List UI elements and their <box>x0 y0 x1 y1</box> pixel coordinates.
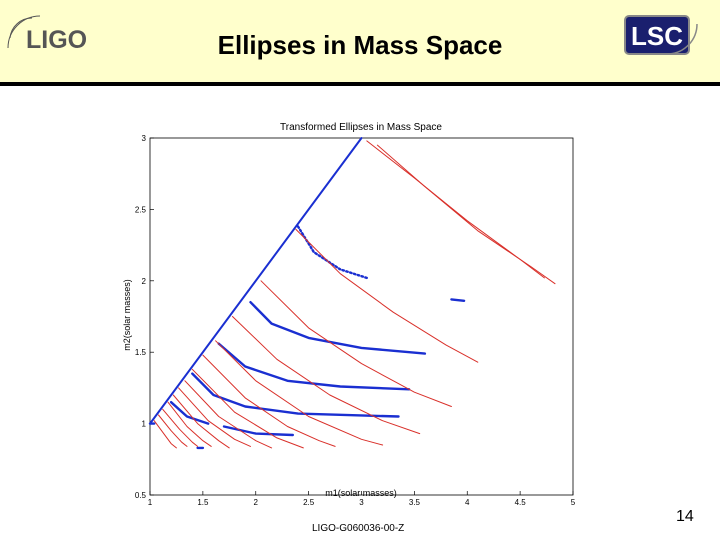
blue-ellipse-curve <box>222 425 295 437</box>
red-ellipse-curve <box>232 316 421 435</box>
blue-ellipse-curve <box>217 342 411 391</box>
red-ellipse-curve <box>376 144 556 285</box>
red-ellipse-curve <box>162 408 199 447</box>
y-axis-label: m2(solar masses) <box>122 279 132 351</box>
chart-svg: Transformed Ellipses in Mass Space m1(so… <box>122 122 576 507</box>
blue-ellipse-curve <box>169 401 210 425</box>
red-ellipse-curve <box>260 280 452 407</box>
header-band <box>0 0 720 82</box>
blue-ellipse-curve <box>450 298 466 303</box>
x-axis-label: m1(solar masses) <box>325 488 397 498</box>
document-id: LIGO-G060036-00-Z <box>312 523 405 534</box>
x-tick-label: 5 <box>571 498 576 505</box>
x-tick-label: 2 <box>254 498 259 505</box>
red-ellipse-curve <box>153 420 177 449</box>
y-tick-label: 3 <box>142 134 147 143</box>
red-ellipse-curve <box>172 394 230 449</box>
x-tick-label: 1.5 <box>197 498 209 505</box>
blue-ellipse-curve <box>191 372 400 418</box>
lsc-logo: LSC <box>623 14 701 64</box>
slide-title: Ellipses in Mass Space <box>217 30 503 60</box>
equal-mass-boundary-line <box>149 137 363 425</box>
blue-ellipse-curve <box>249 300 427 355</box>
chart-title: Transformed Ellipses in Mass Space <box>280 122 442 133</box>
y-tick-label: 2 <box>142 277 147 286</box>
data-series <box>148 137 556 450</box>
header-divider <box>0 82 720 86</box>
y-tick-label: 1.5 <box>135 348 147 357</box>
ligo-logo: LIGO <box>6 14 106 64</box>
axis-ticks: 1 1.5 2 2.5 3 3.5 4 4.5 50.511.522.53 <box>135 134 576 507</box>
y-tick-label: 0.5 <box>135 491 147 500</box>
red-ellipse-curve <box>202 354 336 447</box>
red-ellipse-curve <box>158 414 188 447</box>
ligo-logo-text: LIGO <box>26 26 87 54</box>
x-tick-label: 3 <box>359 498 364 505</box>
x-tick-label: 4 <box>465 498 470 505</box>
x-tick-label: 4.5 <box>515 498 527 505</box>
plot-frame <box>149 137 574 496</box>
red-ellipse-curve <box>215 340 384 446</box>
y-tick-label: 2.5 <box>135 205 147 214</box>
page-number: 14 <box>676 508 694 525</box>
red-ellipse-curve <box>191 368 304 449</box>
red-ellipse-curve <box>167 401 212 447</box>
x-tick-label: 3.5 <box>409 498 421 505</box>
x-tick-label: 1 <box>148 498 153 505</box>
red-ellipse-curve <box>178 387 251 447</box>
lsc-logo-text: LSC <box>631 21 683 51</box>
red-ellipse-curve <box>366 140 545 279</box>
red-ellipse-curve <box>295 228 479 363</box>
mass-space-chart: Transformed Ellipses in Mass Space m1(so… <box>118 115 588 507</box>
y-tick-label: 1 <box>142 420 147 429</box>
x-tick-label: 2.5 <box>303 498 315 505</box>
red-ellipse-curve <box>184 380 273 449</box>
